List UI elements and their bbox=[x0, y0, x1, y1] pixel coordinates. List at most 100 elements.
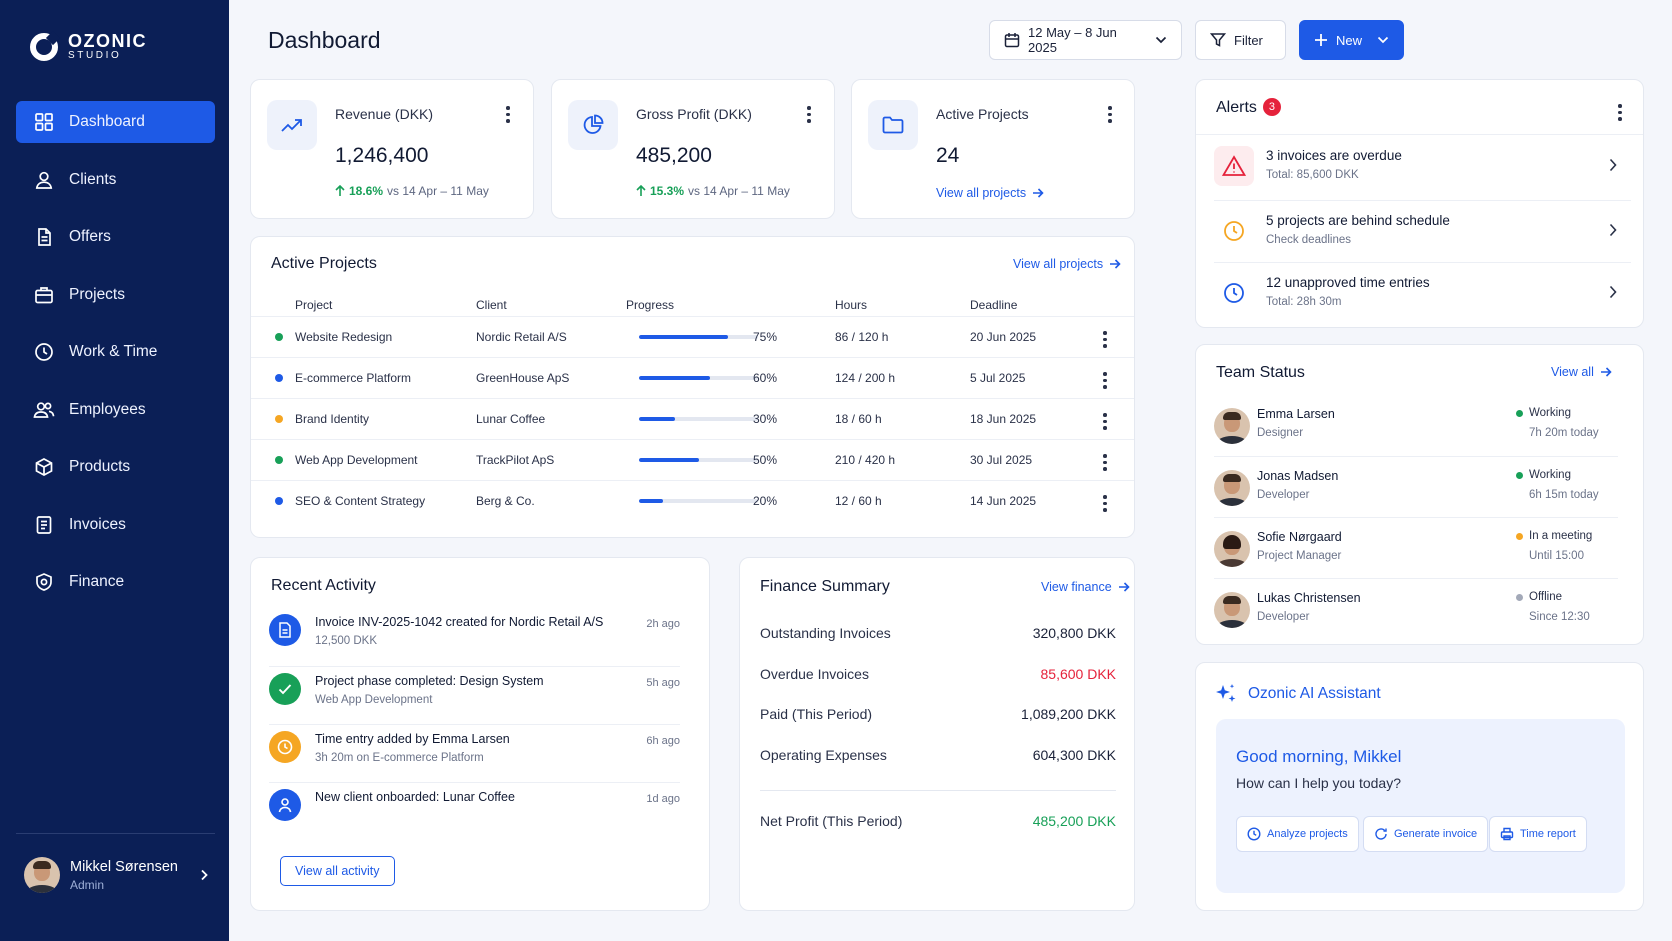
activity-item[interactable]: New client onboarded: Lunar Coffee 1d ag… bbox=[269, 782, 680, 840]
arrow-up-icon bbox=[636, 185, 646, 197]
column-header[interactable]: Progress bbox=[626, 298, 675, 312]
arrow-right-icon bbox=[1032, 188, 1044, 198]
deadline: 30 Jul 2025 bbox=[970, 453, 1033, 467]
pie-chart-icon bbox=[568, 100, 618, 150]
finance-value: 85,600 DKK bbox=[1040, 666, 1117, 682]
nav-label: Clients bbox=[69, 170, 117, 188]
status-dot bbox=[275, 497, 283, 505]
clock-icon bbox=[1247, 827, 1261, 841]
kpi-card-active-projects: Active Projects 24 View all projects bbox=[851, 79, 1135, 219]
arrow-up-icon bbox=[335, 185, 345, 197]
new-label: New bbox=[1336, 32, 1363, 48]
hours: 18 / 60 h bbox=[835, 412, 882, 426]
filter-label: Filter bbox=[1234, 32, 1263, 48]
nav-item-projects[interactable]: Projects bbox=[16, 274, 215, 316]
more-menu-icon[interactable] bbox=[805, 106, 813, 123]
progress-fill bbox=[639, 458, 699, 462]
activity-item[interactable]: Project phase completed: Design System W… bbox=[269, 666, 680, 724]
progress-bar bbox=[639, 458, 758, 462]
view-finance-link[interactable]: View finance bbox=[1041, 580, 1130, 594]
date-range-picker[interactable]: 12 May – 8 Jun 2025 bbox=[989, 20, 1182, 60]
alert-item[interactable]: 5 projects are behind schedule Check dea… bbox=[1214, 200, 1631, 260]
nav-item-finance[interactable]: Finance bbox=[16, 561, 215, 603]
activity-item[interactable]: Invoice INV-2025-1042 created for Nordic… bbox=[269, 608, 680, 666]
table-row[interactable]: Website Redesign Nordic Retail A/S 75% 8… bbox=[251, 316, 1134, 357]
hours: 12 / 60 h bbox=[835, 494, 882, 508]
progress-label: 60% bbox=[753, 371, 778, 385]
nav-label: Employees bbox=[69, 400, 146, 418]
activity-title: New client onboarded: Lunar Coffee bbox=[315, 790, 515, 804]
activity-title: Time entry added by Emma Larsen bbox=[315, 732, 510, 746]
member-status-detail: 7h 20m today bbox=[1529, 427, 1599, 439]
avatar bbox=[1214, 592, 1250, 628]
view-all-activity-button[interactable]: View all activity bbox=[280, 856, 395, 886]
status-label: In a meeting bbox=[1529, 530, 1593, 542]
alert-item[interactable]: 3 invoices are overdue Total: 85,600 DKK bbox=[1214, 136, 1631, 196]
more-menu-icon[interactable] bbox=[504, 106, 512, 123]
table-row[interactable]: E-commerce Platform GreenHouse ApS 60% 1… bbox=[251, 357, 1134, 398]
analyze-projects-button[interactable]: Analyze projects bbox=[1236, 816, 1359, 852]
nav-label: Finance bbox=[69, 573, 125, 590]
more-menu-icon[interactable] bbox=[1616, 104, 1624, 121]
progress-bar bbox=[639, 417, 758, 421]
table-row[interactable]: Brand Identity Lunar Coffee 30% 18 / 60 … bbox=[251, 398, 1134, 439]
alert-item[interactable]: 12 unapproved time entries Total: 28h 30… bbox=[1214, 262, 1631, 322]
nav-item-dashboard[interactable]: Dashboard bbox=[16, 101, 215, 143]
ai-header: Ozonic AI Assistant bbox=[1214, 682, 1381, 706]
nav-item-clients[interactable]: Clients bbox=[16, 159, 215, 201]
activity-item[interactable]: Time entry added by Emma Larsen 3h 20m o… bbox=[269, 724, 680, 782]
filter-button[interactable]: Filter bbox=[1195, 20, 1286, 60]
view-all-team-link[interactable]: View all bbox=[1551, 365, 1612, 379]
column-header[interactable]: Deadline bbox=[970, 298, 1018, 312]
row-menu-icon[interactable] bbox=[1101, 372, 1109, 389]
table-row[interactable]: Web App Development TrackPilot ApS 50% 2… bbox=[251, 439, 1134, 480]
new-button[interactable]: New bbox=[1299, 20, 1404, 60]
kpi-value: 485,200 bbox=[636, 144, 712, 167]
view-all-projects-link[interactable]: View all projects bbox=[1013, 257, 1121, 271]
nav-item-work-time[interactable]: Work & Time bbox=[16, 331, 215, 373]
user-profile[interactable]: Mikkel Sørensen Admin bbox=[24, 857, 209, 893]
row-menu-icon[interactable] bbox=[1101, 495, 1109, 512]
divider bbox=[760, 790, 1116, 791]
view-all-projects-link[interactable]: View all projects bbox=[936, 186, 1044, 200]
card-title: Alerts 3 bbox=[1216, 98, 1281, 117]
table-row[interactable]: SEO & Content Strategy Berg & Co. 20% 12… bbox=[251, 480, 1134, 521]
nav-item-invoices[interactable]: Invoices bbox=[16, 504, 215, 546]
chevron-down-icon bbox=[1155, 36, 1167, 44]
more-menu-icon[interactable] bbox=[1106, 106, 1114, 123]
team-member[interactable]: Sofie Nørgaard Project Manager In a meet… bbox=[1214, 517, 1618, 579]
activity-time: 5h ago bbox=[646, 677, 680, 689]
team-member[interactable]: Emma Larsen Designer Working 7h 20m toda… bbox=[1214, 395, 1618, 457]
team-member[interactable]: Lukas Christensen Developer Offline Sinc… bbox=[1214, 578, 1618, 640]
nav-item-products[interactable]: Products bbox=[16, 446, 215, 488]
status-label: Working bbox=[1529, 407, 1571, 419]
deadline: 18 Jun 2025 bbox=[970, 412, 1037, 426]
plus-icon bbox=[1314, 33, 1328, 47]
briefcase-icon bbox=[33, 284, 55, 306]
row-menu-icon[interactable] bbox=[1101, 331, 1109, 348]
column-header[interactable]: Hours bbox=[835, 298, 868, 312]
member-status: Working bbox=[1516, 469, 1571, 481]
clock-icon bbox=[1214, 273, 1254, 313]
chevron-right-icon[interactable] bbox=[199, 869, 209, 881]
divider bbox=[1196, 134, 1643, 135]
column-header[interactable]: Client bbox=[476, 298, 507, 312]
date-range-label: 12 May – 8 Jun 2025 bbox=[1028, 25, 1117, 55]
brand-logo[interactable]: OZONIC STUDIO bbox=[30, 32, 147, 61]
team-member[interactable]: Jonas Madsen Developer Working 6h 15m to… bbox=[1214, 456, 1618, 518]
row-menu-icon[interactable] bbox=[1101, 413, 1109, 430]
avatar bbox=[1214, 470, 1250, 506]
sidebar: OZONIC STUDIO Dashboard Clients Offers P… bbox=[0, 0, 229, 941]
generate-invoice-button[interactable]: Generate invoice bbox=[1363, 816, 1489, 852]
sparkle-icon bbox=[1214, 682, 1238, 706]
kpi-value: 1,246,400 bbox=[335, 144, 429, 167]
card-title: Finance Summary bbox=[760, 578, 890, 595]
status-dot bbox=[1516, 532, 1523, 540]
nav-item-offers[interactable]: Offers bbox=[16, 216, 215, 258]
column-header[interactable]: Project bbox=[295, 298, 333, 312]
nav-item-employees[interactable]: Employees bbox=[16, 389, 215, 431]
ai-greeting: Good morning, Mikkel bbox=[1236, 747, 1402, 766]
row-menu-icon[interactable] bbox=[1101, 454, 1109, 471]
time-report-button[interactable]: Time report bbox=[1489, 816, 1587, 852]
status-dot bbox=[275, 415, 283, 423]
